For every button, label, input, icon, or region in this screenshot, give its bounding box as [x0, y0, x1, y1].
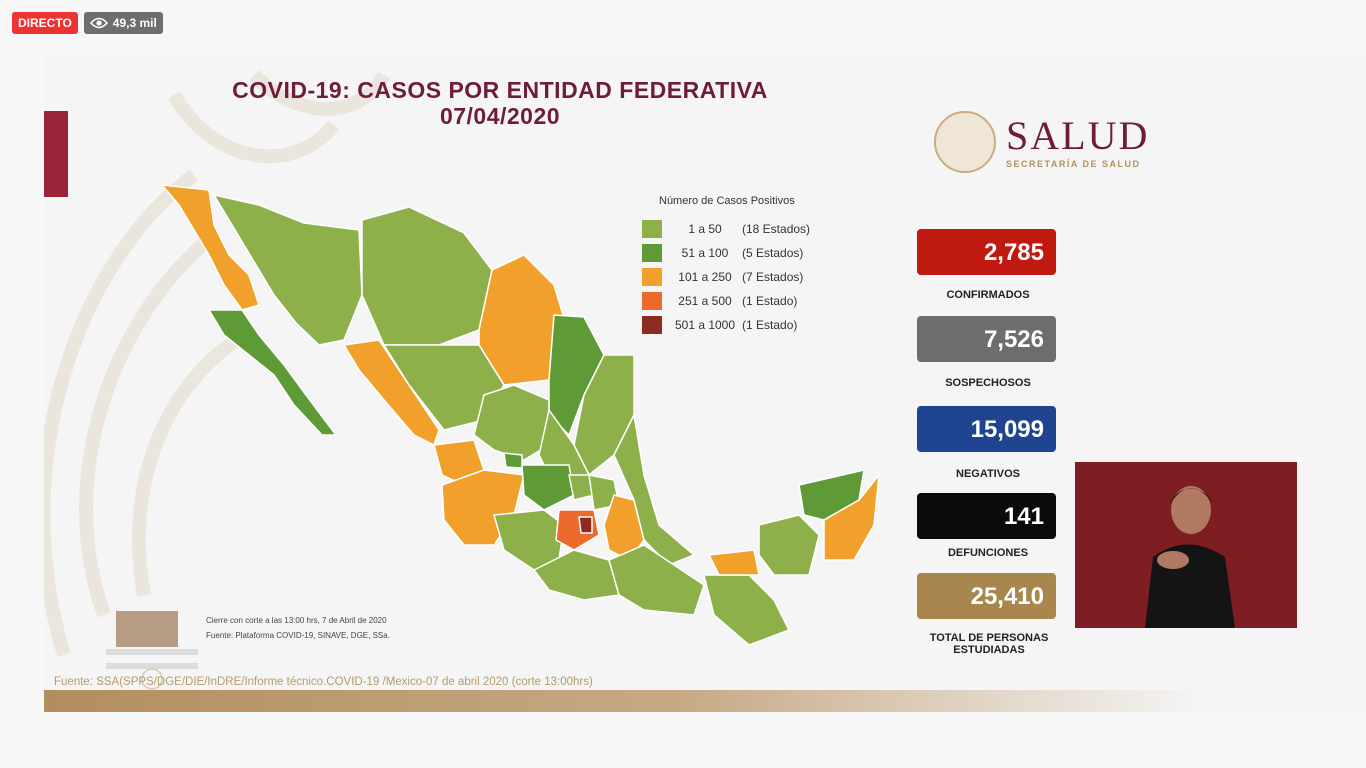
source-note: Fuente: Plataforma COVID-19, SINAVE, DGE…: [206, 631, 390, 640]
historia-de-mexico-logo-icon: [106, 611, 198, 690]
legend-item: 1 a 50 (18 Estados): [642, 217, 810, 241]
state-chiapas: [703, 574, 790, 646]
legend-count: (1 Estado): [742, 294, 798, 308]
state-aguascalientes: [503, 452, 523, 469]
accent-bar: [44, 111, 68, 197]
state-nuevo-leon: [548, 314, 605, 436]
slide-title: COVID-19: CASOS POR ENTIDAD FEDERATIVA: [232, 77, 768, 103]
footer-source: Fuente: SSA(SPPS/DGE/DIE/InDRE/Informe t…: [54, 676, 593, 688]
legend-range: 101 a 250: [678, 270, 732, 284]
map-legend: Número de Casos Positivos 1 a 50 (18 Est…: [642, 195, 810, 337]
state-oaxaca: [608, 544, 705, 616]
legend-swatch: [642, 244, 662, 262]
state-baja-california-sur: [208, 309, 337, 436]
legend-title: Número de Casos Positivos: [659, 195, 795, 207]
negative-count: 15,099: [917, 406, 1056, 452]
legend-swatch: [642, 316, 662, 334]
state-tabasco: [708, 549, 760, 576]
cutoff-notes: Cierre con corte a las 13:00 hrs, 7 de A…: [206, 613, 390, 643]
state-cdmx: [578, 516, 593, 534]
salud-logo-name: SALUD: [1006, 112, 1150, 158]
footer-bar: [44, 690, 1204, 712]
state-campeche: [758, 514, 820, 576]
view-count-badge: 49,3 mil: [83, 12, 163, 34]
deaths-count: 141: [917, 493, 1056, 539]
state-quintana-roo: [823, 474, 880, 561]
state-chihuahua: [361, 206, 493, 346]
government-seal-icon: [934, 111, 996, 173]
total-studied-label: TOTAL DE PERSONAS ESTUDIADAS: [929, 632, 1049, 656]
historia-de-mexico-logo: [102, 591, 202, 691]
confirmed-count: 2,785: [917, 229, 1056, 275]
interpreter-figure-icon: [1075, 462, 1297, 628]
slide: COVID-19: CASOS POR ENTIDAD FEDERATIVA 0…: [44, 55, 1366, 715]
legend-swatch: [642, 220, 662, 238]
negative-label: NEGATIVOS: [956, 468, 1020, 480]
mexico-map: [161, 184, 880, 646]
deaths-label: DEFUNCIONES: [947, 547, 1029, 559]
salud-logo-subtitle: SECRETARÍA DE SALUD: [1006, 158, 1141, 169]
state-veracruz: [613, 414, 695, 566]
confirmed-label: CONFIRMADOS: [946, 289, 1030, 301]
legend-item: 251 a 500 (1 Estado): [642, 289, 810, 313]
sign-language-interpreter-video: [1075, 462, 1297, 628]
total-studied-count: 25,410: [917, 573, 1056, 619]
cutoff-note: Cierre con corte a las 13:00 hrs, 7 de A…: [206, 616, 387, 625]
eye-icon: [89, 17, 108, 29]
legend-range: 251 a 500: [678, 294, 732, 308]
legend-item: 51 a 100 (5 Estados): [642, 241, 810, 265]
legend-count: (1 Estado): [742, 318, 798, 332]
suspected-count: 7,526: [917, 316, 1056, 362]
suspected-label: SOSPECHOSOS: [945, 377, 1031, 389]
slide-date: 07/04/2020: [439, 103, 561, 129]
legend-count: (18 Estados): [742, 222, 811, 236]
live-badge: DIRECTO: [12, 12, 78, 34]
legend-range: 501 a 1000: [674, 318, 736, 332]
legend-swatch: [642, 268, 662, 286]
legend-swatch: [642, 292, 662, 310]
stream-badges: DIRECTO 49,3 mil: [12, 12, 163, 34]
state-sonora: [213, 194, 363, 346]
state-guanajuato: [521, 464, 575, 511]
legend-item: 101 a 250 (7 Estados): [642, 265, 810, 289]
legend-range: 51 a 100: [681, 246, 729, 260]
state-baja-california: [161, 184, 260, 311]
legend-item: 501 a 1000 (1 Estado): [642, 313, 810, 337]
legend-range: 1 a 50: [688, 222, 722, 236]
view-count: 49,3 mil: [112, 16, 157, 30]
salud-logo: SALUD SECRETARÍA DE SALUD: [934, 111, 1149, 173]
legend-count: (7 Estados): [742, 270, 804, 284]
state-zacatecas: [473, 384, 550, 461]
decorative-background-pattern: [44, 69, 391, 658]
legend-count: (5 Estados): [742, 246, 804, 260]
